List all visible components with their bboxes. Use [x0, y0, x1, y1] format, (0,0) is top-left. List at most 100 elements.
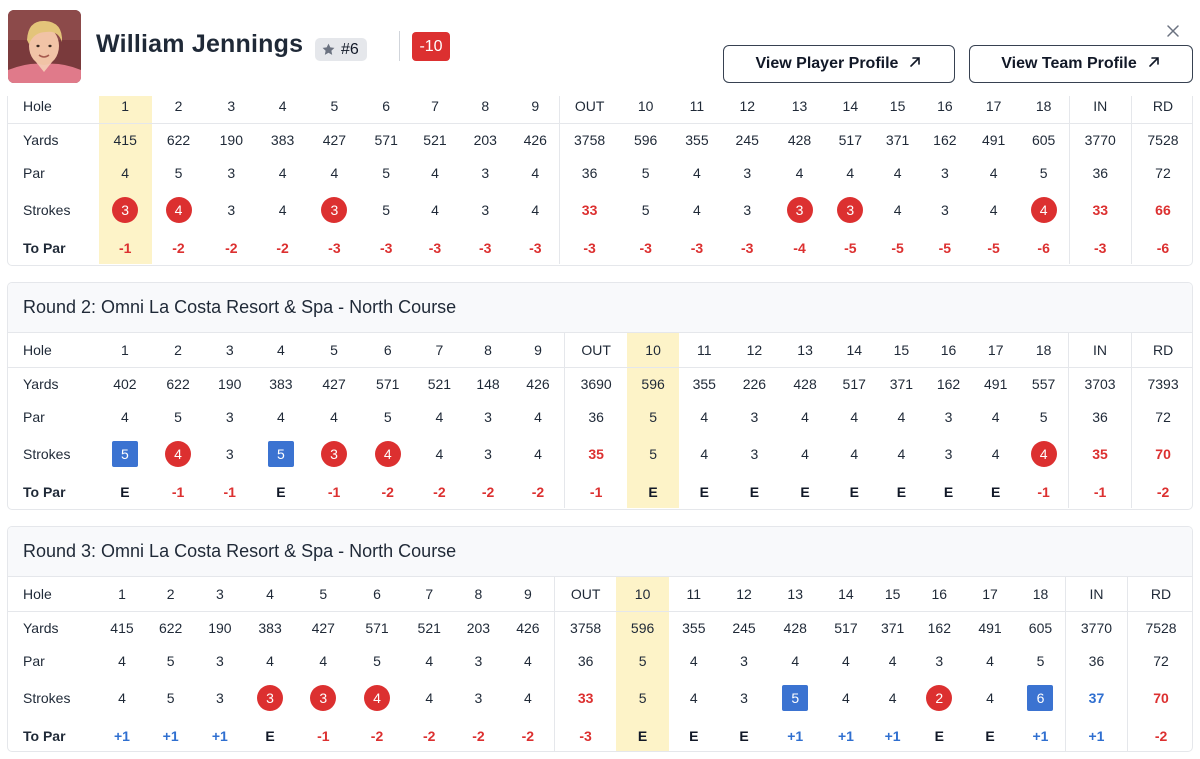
row-label: Yards	[23, 619, 59, 636]
rd-total-cell: 70	[1131, 433, 1192, 475]
hole-cell: 491	[978, 619, 1002, 636]
hole-cell: 4	[276, 408, 285, 425]
hole-cell: -3	[639, 239, 652, 256]
hole-cell: 245	[735, 131, 759, 148]
hole-cell: 2	[915, 677, 964, 719]
hole-cell: 7	[403, 577, 455, 612]
hole-cell: 4	[243, 577, 297, 612]
hole-cell: 622	[158, 619, 183, 636]
hole-cell: 3	[484, 446, 492, 462]
in-total-cell: 35	[1067, 433, 1132, 475]
hole-cell: 12	[729, 333, 780, 368]
in-total-cell: 36	[1068, 156, 1132, 189]
hole-cell: 3	[750, 446, 759, 462]
hole-cell: 427	[322, 375, 346, 392]
hole-cell: 5	[382, 202, 391, 218]
hole-cell: 517	[834, 619, 858, 636]
hole-cell: 10	[616, 577, 669, 612]
star-icon	[321, 42, 336, 57]
hole-cell: 6	[350, 577, 404, 612]
over-par-marker: 5	[111, 441, 138, 467]
hole-cell: 355	[692, 375, 716, 392]
external-link-icon	[1147, 55, 1161, 74]
scorecard-row-yards: Yards 415 622 190 383 427 571 521 203 426 3758 596 3…	[8, 123, 1192, 156]
hole-cell: 4	[693, 202, 701, 218]
hole-cell: 4	[801, 446, 809, 462]
hole-cell: 4	[700, 446, 709, 462]
hole-cell: -2	[370, 727, 384, 744]
rd-total-cell: 72	[1130, 156, 1192, 189]
under-par-marker: 3	[112, 197, 139, 223]
hole-cell: 3	[204, 333, 255, 368]
hole-cell: -1	[317, 727, 330, 744]
rd-total-cell: RD	[1131, 333, 1192, 368]
hole-cell: E	[120, 483, 130, 500]
rd-total-cell: 66	[1130, 189, 1192, 231]
hole-cell: 5	[166, 652, 175, 669]
hole-cell: 4	[888, 690, 897, 706]
hole-cell: 4	[991, 446, 1000, 462]
hole-cell: 7	[414, 333, 465, 368]
hole-cell: 190	[219, 131, 243, 148]
hole-cell: 4	[152, 189, 205, 231]
out-total-cell: 35	[564, 433, 627, 475]
hole-cell: 2	[145, 577, 196, 612]
hole-cell: 355	[685, 131, 709, 148]
out-total-cell: 36	[558, 156, 620, 189]
hole-cell: 190	[218, 375, 242, 392]
rd-total-cell: -2	[1131, 475, 1192, 508]
hole-cell: 491	[984, 375, 1008, 392]
scorecard-row-par: Par 4 5 3 4 4 5 4 3 4 36 5 4 3 4 4 4 3 4 5 36 72	[8, 644, 1192, 677]
hole-cell: 427	[311, 619, 335, 636]
under-par-marker: 3	[310, 685, 337, 711]
hole-cell: 426	[526, 375, 550, 392]
hole-cell: 4	[120, 408, 129, 425]
hole-cell: 162	[933, 131, 957, 148]
hole-cell: -3	[379, 239, 393, 256]
rd-total-cell: 7528	[1127, 611, 1192, 644]
hole-cell: 4	[850, 408, 859, 425]
hole-cell: E	[265, 727, 275, 744]
hole-cell: 371	[885, 131, 910, 148]
round-card: Round 2: Omni La Costa Resort & Spa - No…	[7, 282, 1193, 510]
row-label: To Par	[23, 727, 66, 744]
hole-cell: 517	[842, 375, 866, 392]
hole-cell: -1	[327, 483, 341, 500]
hole-cell: 3	[740, 690, 748, 706]
close-icon[interactable]	[1164, 22, 1182, 40]
hole-cell: 3	[244, 677, 296, 719]
under-par-marker: 4	[364, 685, 391, 711]
out-total-cell: 33	[558, 189, 620, 231]
hole-cell: 4	[435, 408, 444, 425]
row-label: Strokes	[23, 202, 71, 218]
hole-cell: 2	[151, 333, 205, 368]
view-team-profile-button[interactable]: View Team Profile	[969, 45, 1193, 83]
hole-cell: 4	[989, 164, 998, 181]
round-card: Hole 1 2 3 4 5 6 7 8 9 OUT 10 11 12 13 14 15 16 17 18 IN RD Ya…	[7, 88, 1193, 266]
hole-cell: 4	[842, 652, 850, 669]
hole-cell: 4	[534, 408, 542, 425]
hole-cell: 13	[769, 577, 822, 612]
view-player-profile-button[interactable]: View Player Profile	[723, 45, 955, 83]
hole-cell: 5	[255, 433, 307, 475]
hole-cell: -6	[1037, 239, 1050, 256]
hole-cell: 4	[254, 333, 307, 368]
out-total-cell: 3690	[564, 367, 627, 400]
hole-cell: 15	[870, 577, 915, 612]
hole-cell: 383	[269, 375, 293, 392]
hole-cell: 3	[227, 164, 236, 181]
hole-cell: 4	[534, 446, 542, 462]
view-team-profile-label: View Team Profile	[1001, 55, 1137, 72]
out-total-cell: -3	[558, 231, 620, 264]
hole-cell: 3	[740, 652, 748, 669]
hole-cell: 426	[523, 131, 547, 148]
hole-cell: 4	[897, 408, 906, 425]
hole-cell: 5	[296, 577, 351, 612]
round-title: Round 3: Omni La Costa Resort & Spa - No…	[8, 527, 1192, 577]
external-link-icon	[908, 55, 922, 74]
out-total-cell: -1	[564, 475, 627, 508]
scorecard-row-strokes: Strokes 3 4 3 4 3 5 4 3 4 33 5 4 3 3 3 4 3 4 4 33 66	[8, 189, 1192, 231]
hole-cell: 3	[307, 433, 361, 475]
hole-cell: 3	[225, 408, 234, 425]
hole-cell: -4	[793, 239, 806, 256]
